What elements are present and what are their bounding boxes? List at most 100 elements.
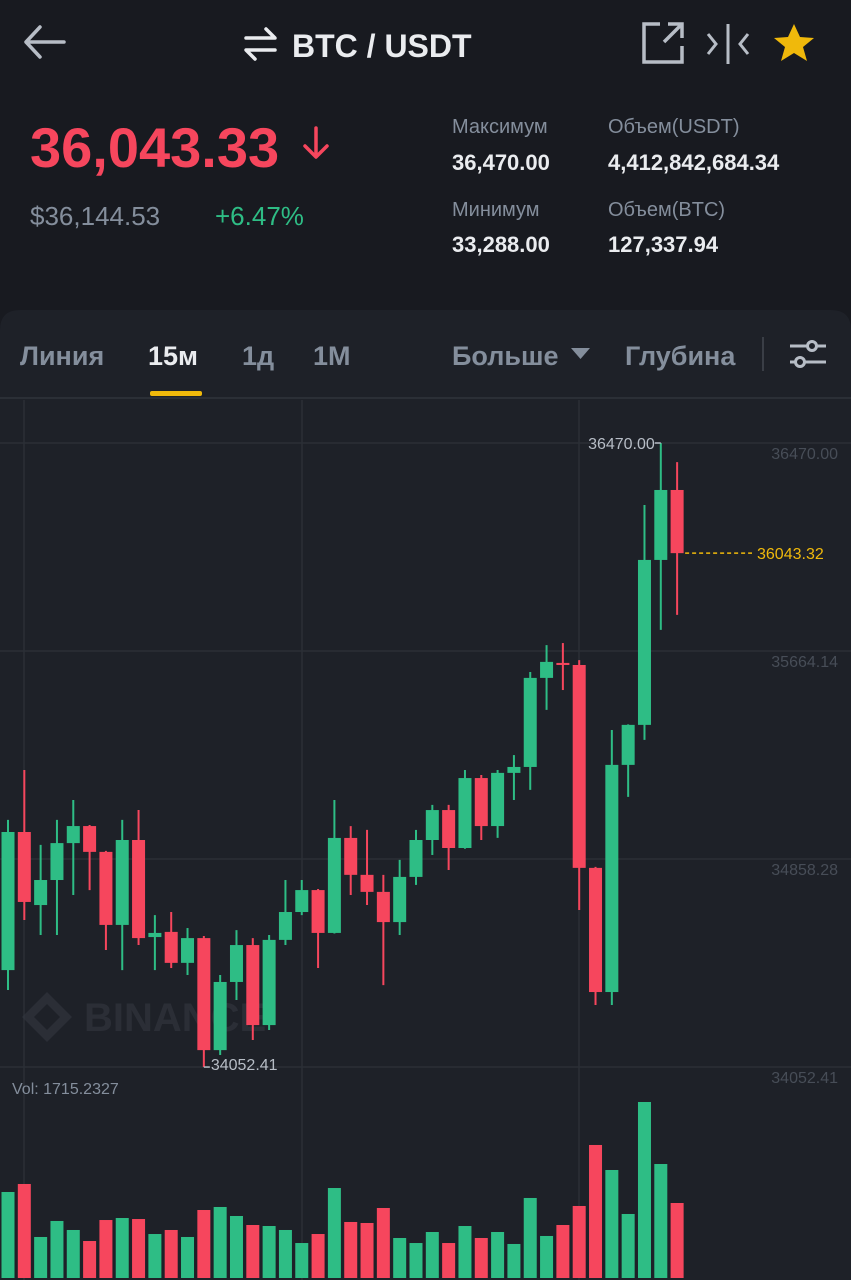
high-marker-label: 36470.00	[588, 436, 655, 453]
volume-bar	[491, 1231, 505, 1278]
candle-body	[34, 880, 48, 906]
tab[interactable]: 1д	[242, 341, 274, 371]
volume-bar	[17, 1183, 31, 1278]
candle-body	[83, 826, 97, 852]
volume-bar	[409, 1243, 423, 1278]
tab[interactable]: Линия	[20, 341, 104, 371]
candle-body	[474, 778, 488, 827]
candle-body	[262, 939, 276, 1026]
settings-knob	[794, 356, 806, 368]
candle-body	[637, 559, 651, 725]
volume-bar	[1, 1191, 15, 1278]
volume-bar	[66, 1229, 80, 1278]
y-tick-label: 36470.00	[771, 446, 838, 463]
tab-underline	[150, 391, 202, 396]
stat-label: Минимум	[452, 199, 540, 221]
volume-bar	[148, 1234, 162, 1278]
volume-bar	[637, 1102, 651, 1278]
candle-body	[99, 851, 113, 925]
stat-value: 4,412,842,684.34	[608, 150, 780, 175]
swap-arrows	[244, 27, 277, 61]
volume-bar	[425, 1231, 439, 1278]
volume-bar	[197, 1210, 211, 1278]
tab[interactable]: Больше	[452, 341, 559, 371]
candle-body	[295, 890, 309, 913]
volume-bar	[670, 1202, 684, 1278]
chart-panel	[0, 310, 851, 1280]
candle-body	[213, 981, 227, 1051]
stat-value: 127,337.94	[608, 232, 719, 257]
volume-bar	[556, 1225, 570, 1278]
price-down-arrow	[303, 126, 329, 159]
candle-body	[654, 489, 668, 560]
candle-body	[327, 837, 341, 933]
low-marker-label: 34052.41	[211, 1057, 278, 1074]
volume-bar	[99, 1220, 113, 1278]
change-percent: +6.47%	[215, 201, 304, 231]
last-price: 36,043.33	[30, 116, 279, 179]
candle-body	[556, 662, 570, 665]
volume-bar	[393, 1237, 407, 1278]
candle-body	[523, 677, 537, 767]
tab[interactable]: 1М	[313, 341, 351, 371]
usd-price: $36,144.53	[30, 201, 160, 231]
stat-label: Максимум	[452, 116, 548, 138]
volume-bar	[458, 1226, 472, 1278]
volume-bar	[262, 1226, 276, 1278]
candle-body	[66, 826, 80, 844]
volume-bar	[654, 1164, 668, 1278]
tab-active[interactable]: 15м	[148, 341, 198, 371]
share-icon	[642, 22, 684, 64]
compare-button[interactable]	[706, 24, 750, 64]
candle-body	[409, 840, 423, 877]
favorite-star[interactable]	[774, 24, 814, 61]
candle-body	[458, 778, 472, 849]
candle-body	[344, 837, 358, 875]
volume-bar	[132, 1219, 146, 1278]
candle-body	[311, 890, 325, 933]
candle-body	[572, 664, 586, 868]
y-tick-label: 34052.41	[771, 1070, 838, 1087]
volume-bar	[229, 1215, 243, 1278]
volume-bar	[181, 1236, 195, 1278]
candle-body	[17, 832, 31, 902]
plot: 36470.00 35664.14 34858.28 34052.41 36470.00…	[0, 436, 851, 1278]
candle-body	[507, 766, 521, 773]
volume-bar	[34, 1236, 48, 1278]
candle-body	[229, 945, 243, 982]
candle-body	[491, 772, 505, 827]
candle-body	[246, 945, 260, 1026]
volume-bar	[442, 1243, 456, 1278]
candle-body	[197, 938, 211, 1051]
volume-label: Vol: 1715.2327	[12, 1081, 119, 1098]
volume-bar	[605, 1169, 619, 1278]
tab[interactable]: Глубина	[625, 341, 736, 371]
candle-body	[376, 891, 390, 923]
back-button[interactable]	[24, 25, 66, 59]
candle-body	[278, 912, 292, 940]
candle-body	[360, 874, 374, 892]
settings-button[interactable]	[790, 340, 826, 368]
swap-icon[interactable]	[244, 27, 277, 61]
volume-bar	[115, 1218, 129, 1278]
stat-label: Объем(USDT)	[608, 116, 739, 138]
watermark-logo	[22, 992, 72, 1042]
volume-bar	[83, 1241, 97, 1278]
volume-bar	[540, 1235, 554, 1278]
volume-bar	[507, 1243, 521, 1278]
watermark: BINANCE	[22, 992, 266, 1042]
pair-title[interactable]: BTC / USDT	[292, 28, 472, 64]
volume-bar	[572, 1205, 586, 1278]
candle-body	[1, 832, 15, 971]
volume-bar	[311, 1234, 325, 1278]
back-icon	[24, 25, 66, 59]
volume-bar	[295, 1243, 309, 1278]
candle-body	[540, 661, 554, 678]
volume-bar	[327, 1188, 341, 1278]
candle-body	[132, 840, 146, 939]
share-button[interactable]	[642, 22, 684, 64]
y-tick-label: 34858.28	[771, 862, 838, 879]
volume-bar	[589, 1144, 603, 1278]
